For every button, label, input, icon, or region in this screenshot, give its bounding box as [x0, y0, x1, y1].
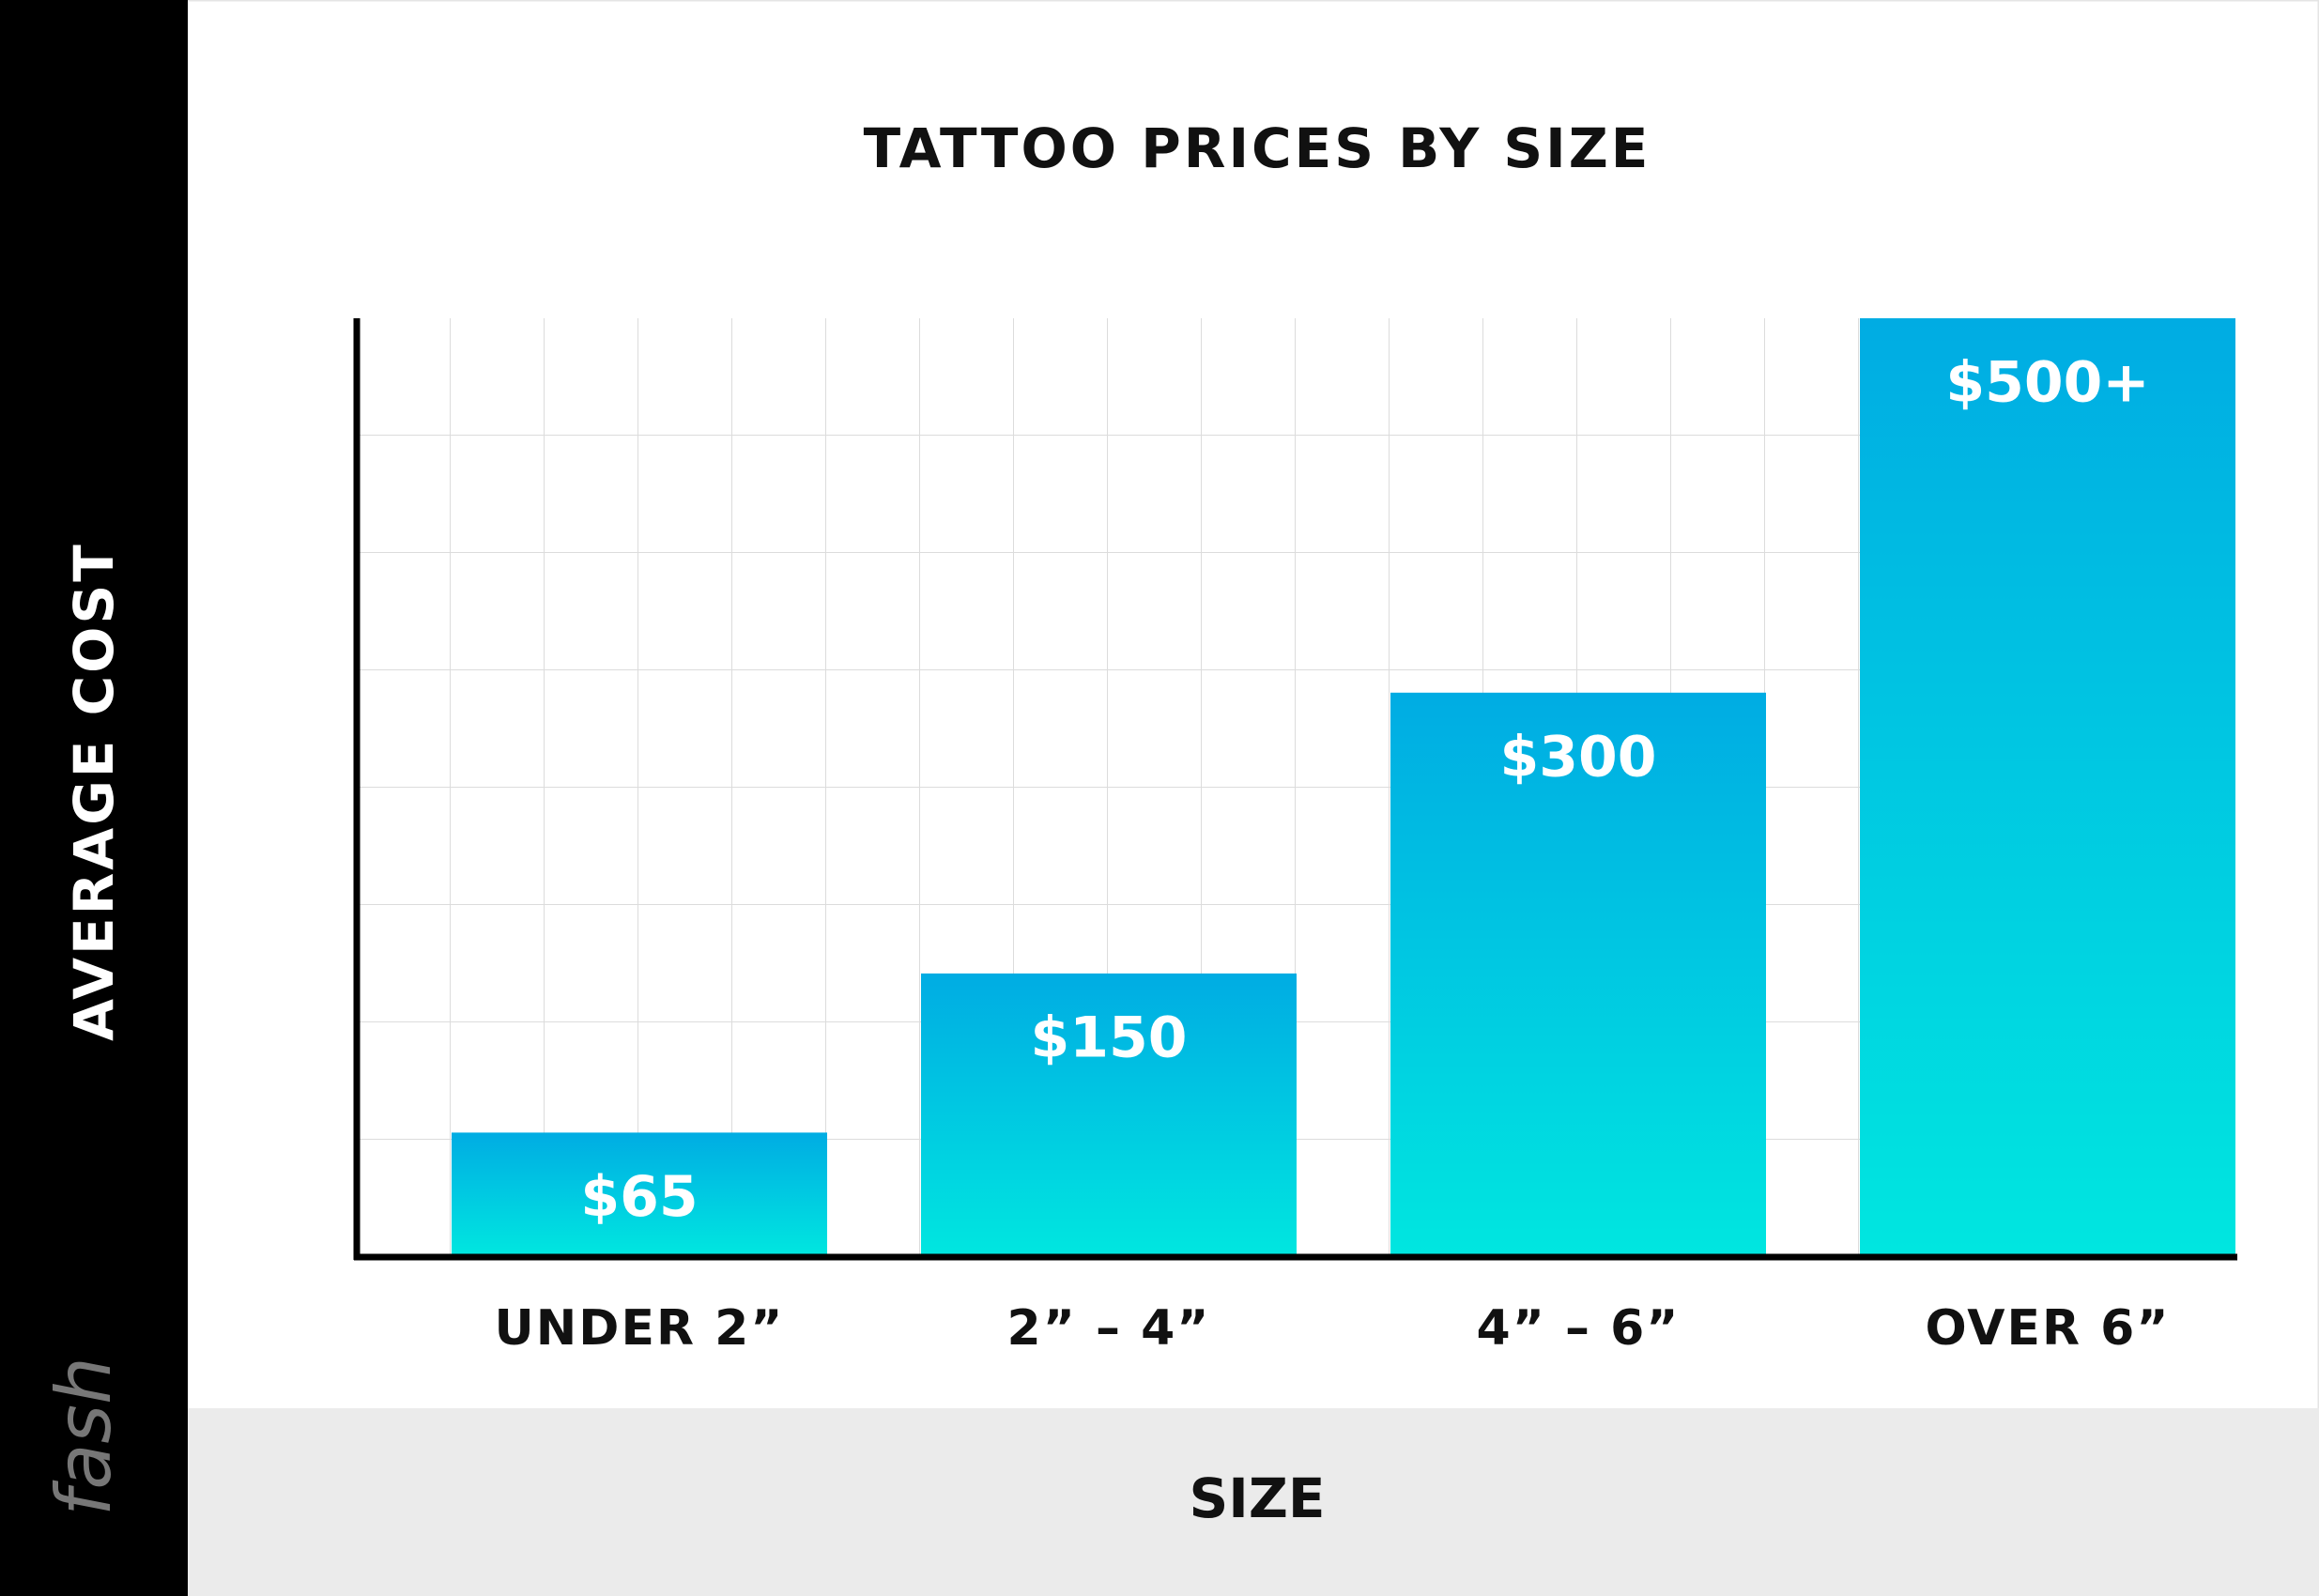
- value-label: $500+: [1945, 350, 2149, 416]
- y-label-band: [0, 0, 188, 1596]
- value-label: $65: [580, 1164, 698, 1230]
- x-label-band: [188, 1408, 2319, 1596]
- x-tick-label: 4” – 6”: [1477, 1300, 1681, 1357]
- x-tick-label: 2” – 4”: [1007, 1300, 1211, 1357]
- chart-title: TATTOO PRICES BY SIZE: [864, 116, 1651, 180]
- bar: [921, 973, 1297, 1254]
- value-label: $150: [1031, 1005, 1188, 1070]
- value-label: $300: [1500, 724, 1657, 790]
- bar: [1860, 318, 2235, 1254]
- y-axis-label: AVERAGE COST: [62, 542, 126, 1041]
- watermark: fash: [40, 1357, 128, 1516]
- bar: [1390, 692, 1766, 1254]
- x-axis-label: SIZE: [1189, 1466, 1325, 1530]
- bar: [452, 1132, 827, 1254]
- x-tick-label: UNDER 2”: [495, 1300, 785, 1357]
- bars: $65 $150 $300 $500+: [452, 318, 2235, 1254]
- x-tick-label: OVER 6”: [1925, 1300, 2170, 1357]
